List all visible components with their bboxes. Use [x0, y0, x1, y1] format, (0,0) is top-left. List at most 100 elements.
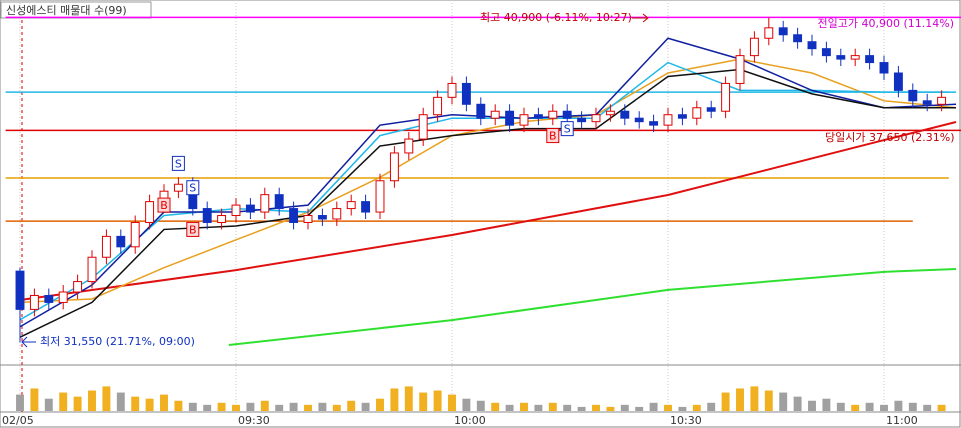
candle-body: [101, 235, 111, 258]
volume-bar: [505, 404, 514, 411]
volume-bar: [59, 392, 68, 411]
volume-bar: [908, 402, 917, 411]
volume-bar: [534, 404, 543, 411]
volume-bar: [692, 404, 701, 411]
volume-bar: [203, 404, 212, 411]
volume-bar: [289, 402, 298, 411]
candle-body: [793, 34, 803, 43]
volume-bar: [937, 404, 946, 411]
candle-body: [663, 114, 673, 126]
volume-bar: [476, 400, 485, 411]
ma-line: [19, 37, 957, 328]
ma-line: [19, 68, 956, 338]
volume-bar: [764, 390, 773, 411]
volume-bar: [347, 400, 356, 411]
volume-bar: [577, 406, 586, 411]
volume-bar: [246, 402, 255, 411]
volume-bar: [923, 404, 932, 411]
signal-box: [186, 180, 200, 196]
volume-bar: [880, 404, 888, 411]
volume-bar: [232, 404, 240, 411]
candle-body: [764, 27, 774, 39]
candle-body: [836, 55, 846, 60]
candle-body: [346, 201, 356, 210]
volume-bar: [102, 386, 111, 411]
volume-bar: [73, 396, 82, 411]
volume-bar: [304, 404, 312, 411]
volume-bar: [779, 392, 788, 411]
volume-bar: [793, 396, 802, 411]
volume-bar: [491, 402, 500, 411]
candle-body: [245, 204, 255, 213]
annotation: 당일시가 37,650 (2.31%): [825, 130, 955, 144]
volume-bar: [563, 404, 572, 411]
volume-bar: [894, 400, 903, 411]
volume-bar: [822, 398, 831, 411]
annotation: 최고 40,900 (-6.11%, 10:27): [480, 11, 632, 24]
candle-body: [303, 215, 313, 223]
volume-bar: [332, 404, 341, 411]
signal-box: [186, 221, 200, 237]
candle-body: [865, 55, 875, 64]
volume-bar: [88, 390, 96, 411]
volume-bar: [376, 398, 384, 411]
candle-body: [706, 107, 716, 112]
signal-label: S: [189, 182, 196, 195]
candle-body: [332, 208, 342, 220]
signal-label: S: [175, 157, 182, 170]
signal-label: B: [549, 130, 557, 143]
candle-body: [15, 270, 25, 310]
candle-body: [58, 291, 68, 303]
candle-body: [375, 180, 385, 213]
candle-body: [533, 114, 543, 119]
candle-body: [361, 201, 371, 213]
volume-bar: [188, 402, 197, 411]
candle-body: [116, 235, 126, 248]
volume-bar: [419, 392, 428, 411]
candle-body: [505, 110, 515, 126]
x-tick-label: 10:00: [454, 414, 486, 427]
candle-body: [562, 110, 572, 119]
ma-line: [228, 268, 957, 347]
candle-body: [490, 110, 500, 119]
candle-body: [73, 281, 83, 293]
signal-label: S: [564, 123, 571, 136]
candle-body: [274, 194, 284, 210]
annotation: 전일고가 40,900 (11.14%): [818, 16, 955, 30]
volume-bar: [851, 404, 860, 411]
volume-bar: [44, 398, 53, 411]
volume-bar: [361, 402, 370, 411]
volume-bar: [750, 386, 759, 411]
signal-label: B: [189, 223, 197, 236]
candle-body: [879, 62, 889, 74]
candle-body: [721, 82, 731, 112]
candle-body: [778, 27, 788, 36]
volume-bar: [721, 392, 730, 411]
candle-body: [893, 72, 903, 91]
candle-body: [749, 37, 759, 57]
volume-bar: [865, 402, 874, 411]
signal-box: [157, 197, 171, 213]
candle-body: [418, 114, 428, 140]
candle-body: [692, 107, 702, 119]
x-tick-label: 09:30: [238, 414, 270, 427]
volume-bar: [174, 400, 183, 411]
candle-body: [217, 215, 227, 223]
volume-bar: [548, 402, 557, 411]
chart-title: 신성에스티 매물대 수(99): [6, 4, 127, 17]
volume-bar: [592, 404, 600, 411]
arrow: [21, 336, 36, 348]
candle-body: [317, 215, 327, 220]
signal-box: [560, 121, 574, 137]
candle-body: [476, 103, 486, 119]
candle-body: [44, 294, 54, 303]
volume-bar: [116, 392, 125, 411]
candle-body: [202, 208, 212, 223]
volume-bar: [462, 398, 471, 411]
volume-bar: [678, 406, 687, 411]
candle-body: [404, 138, 414, 154]
candle-body: [87, 256, 97, 283]
